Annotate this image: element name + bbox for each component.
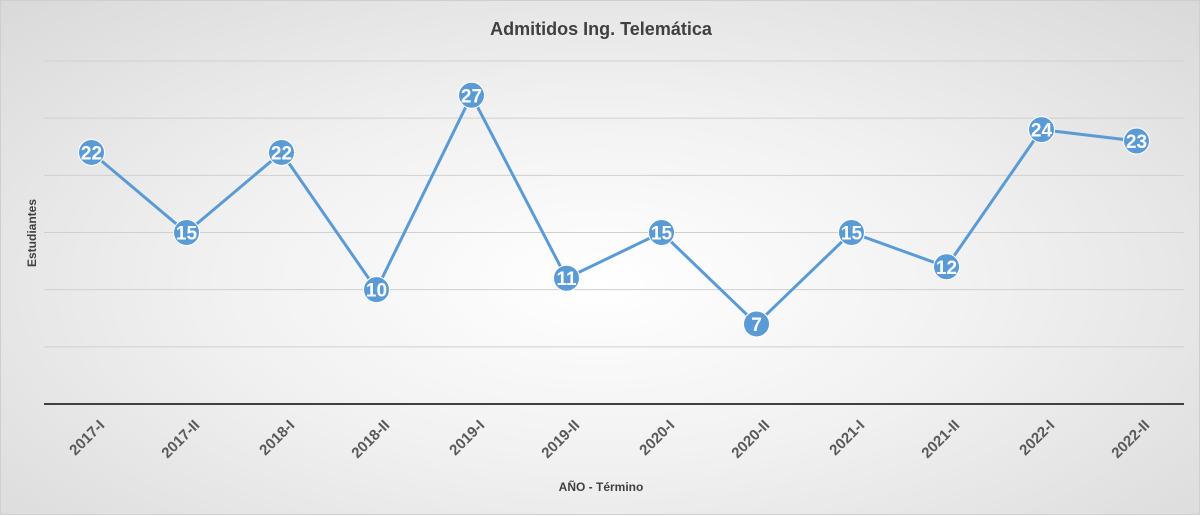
data-point-marker [933, 253, 960, 281]
x-tick-label: 2020-I [636, 417, 678, 459]
data-point-marker [743, 310, 770, 338]
data-point-marker [648, 219, 675, 246]
x-tick-label: 2017-I [66, 417, 108, 459]
x-tick-label: 2019-I [446, 417, 488, 459]
x-axis: 2017-I 2017-II 2018-I 2018-II 2019-I 2019-II 2… [44, 403, 1184, 462]
data-labels-group: 22 15 22 10 27 11 15 7 15 12 24 23 [81, 86, 1147, 336]
data-label: 15 [651, 224, 673, 245]
gridlines [44, 60, 1184, 348]
data-point-marker [363, 276, 390, 304]
data-label: 7 [751, 315, 762, 336]
data-point-marker [553, 264, 580, 292]
data-label: 22 [271, 143, 292, 164]
data-label: 24 [1031, 121, 1053, 142]
x-tick-label: 2018-I [256, 417, 298, 459]
data-label: 10 [366, 281, 387, 302]
data-label: 22 [81, 143, 102, 164]
data-label: 12 [936, 258, 957, 279]
series-line [90, 93, 1137, 326]
x-tick-label: 2022-I [1016, 417, 1058, 459]
x-tick-label: 2022-II [1108, 417, 1153, 462]
series-line-group [90, 93, 1137, 326]
data-point-marker [458, 81, 485, 109]
y-axis-title: Estudiantes [25, 199, 39, 267]
x-tick-label: 2020-II [728, 417, 773, 462]
data-label: 15 [841, 224, 863, 245]
data-label: 11 [556, 269, 577, 290]
x-tick-label: 2019-II [538, 417, 583, 462]
data-label: 27 [461, 86, 482, 107]
x-tick-label: 2017-II [158, 417, 203, 462]
data-label: 23 [1126, 132, 1147, 153]
x-tick-label: 2018-II [348, 417, 393, 462]
data-point-marker [78, 138, 105, 166]
data-point-marker [838, 219, 865, 246]
chart-title: Admitidos Ing. Telemática [490, 19, 713, 39]
data-point-marker [173, 219, 200, 246]
data-label: 15 [176, 224, 198, 245]
markers-group [78, 81, 1150, 338]
data-point-marker [1123, 127, 1150, 155]
data-point-marker [1028, 116, 1055, 144]
x-tick-label: 2021-I [826, 417, 868, 459]
data-point-marker [268, 138, 295, 166]
x-axis-title: AÑO - Término [559, 479, 644, 494]
x-tick-label: 2021-II [918, 417, 963, 462]
